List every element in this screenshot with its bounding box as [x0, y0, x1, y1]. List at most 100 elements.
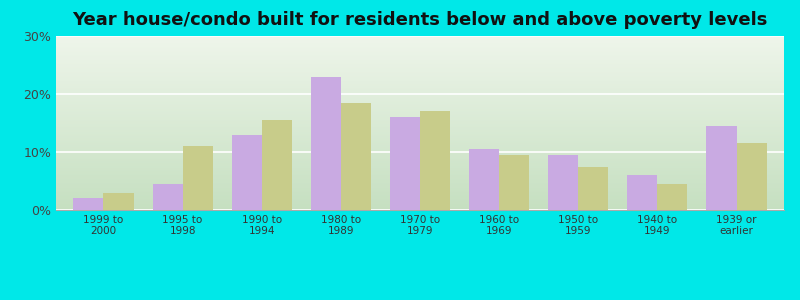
Bar	[56, 40, 784, 41]
Bar	[56, 186, 784, 187]
Bar	[578, 167, 608, 210]
Bar	[56, 93, 784, 94]
Bar	[74, 198, 103, 210]
Bar	[56, 207, 784, 208]
Bar	[56, 167, 784, 168]
Bar	[56, 88, 784, 89]
Bar	[56, 57, 784, 58]
Bar	[56, 48, 784, 49]
Bar	[56, 51, 784, 52]
Bar	[56, 41, 784, 42]
Bar	[56, 187, 784, 188]
Bar	[56, 49, 784, 50]
Bar	[56, 197, 784, 198]
Bar	[56, 188, 784, 189]
Bar	[56, 156, 784, 157]
Bar	[56, 182, 784, 183]
Bar	[56, 62, 784, 63]
Bar	[56, 138, 784, 139]
Bar	[232, 135, 262, 210]
Bar	[56, 135, 784, 136]
Bar	[56, 50, 784, 51]
Bar	[56, 126, 784, 127]
Bar	[56, 107, 784, 108]
Bar	[56, 81, 784, 82]
Bar	[56, 118, 784, 119]
Bar	[56, 74, 784, 75]
Bar	[56, 110, 784, 111]
Bar	[56, 116, 784, 117]
Bar	[390, 117, 420, 210]
Bar	[499, 155, 530, 210]
Bar	[56, 142, 784, 143]
Bar	[56, 146, 784, 147]
Bar	[56, 209, 784, 210]
Bar	[56, 39, 784, 40]
Bar	[56, 144, 784, 145]
Bar	[56, 117, 784, 118]
Bar	[56, 196, 784, 197]
Bar	[56, 168, 784, 169]
Bar	[56, 104, 784, 105]
Bar	[262, 120, 292, 210]
Bar	[56, 145, 784, 146]
Bar	[56, 72, 784, 73]
Bar	[56, 170, 784, 171]
Bar	[56, 208, 784, 209]
Bar	[56, 157, 784, 158]
Bar	[56, 121, 784, 122]
Bar	[56, 205, 784, 206]
Bar	[56, 111, 784, 112]
Bar	[56, 85, 784, 86]
Bar	[56, 77, 784, 78]
Bar	[56, 42, 784, 43]
Bar	[56, 172, 784, 173]
Bar	[341, 103, 371, 210]
Bar	[56, 198, 784, 199]
Bar	[56, 180, 784, 181]
Bar	[56, 58, 784, 59]
Bar	[56, 94, 784, 95]
Bar	[56, 103, 784, 104]
Bar	[56, 141, 784, 142]
Bar	[56, 47, 784, 48]
Bar	[737, 143, 766, 210]
Bar	[56, 92, 784, 93]
Bar	[56, 86, 784, 87]
Bar	[56, 195, 784, 196]
Bar	[56, 189, 784, 190]
Bar	[56, 159, 784, 160]
Bar	[56, 139, 784, 140]
Bar	[56, 91, 784, 92]
Bar	[56, 75, 784, 76]
Bar	[56, 95, 784, 96]
Bar	[56, 173, 784, 174]
Bar	[56, 56, 784, 57]
Bar	[56, 194, 784, 195]
Bar	[56, 185, 784, 186]
Bar	[56, 43, 784, 44]
Bar	[56, 143, 784, 144]
Bar	[56, 65, 784, 66]
Bar	[56, 147, 784, 148]
Bar	[56, 122, 784, 123]
Bar	[56, 109, 784, 110]
Bar	[56, 66, 784, 67]
Bar	[56, 80, 784, 81]
Bar	[56, 100, 784, 101]
Bar	[420, 111, 450, 210]
Bar	[56, 114, 784, 115]
Bar	[56, 60, 784, 61]
Bar	[658, 184, 687, 210]
Bar	[56, 100, 784, 101]
Bar	[56, 183, 784, 184]
Bar	[56, 137, 784, 138]
Bar	[56, 184, 784, 185]
Bar	[56, 87, 784, 88]
Bar	[56, 59, 784, 60]
Bar	[56, 76, 784, 77]
Bar	[56, 171, 784, 172]
Bar	[56, 101, 784, 102]
Bar	[56, 149, 784, 150]
Bar	[56, 123, 784, 124]
